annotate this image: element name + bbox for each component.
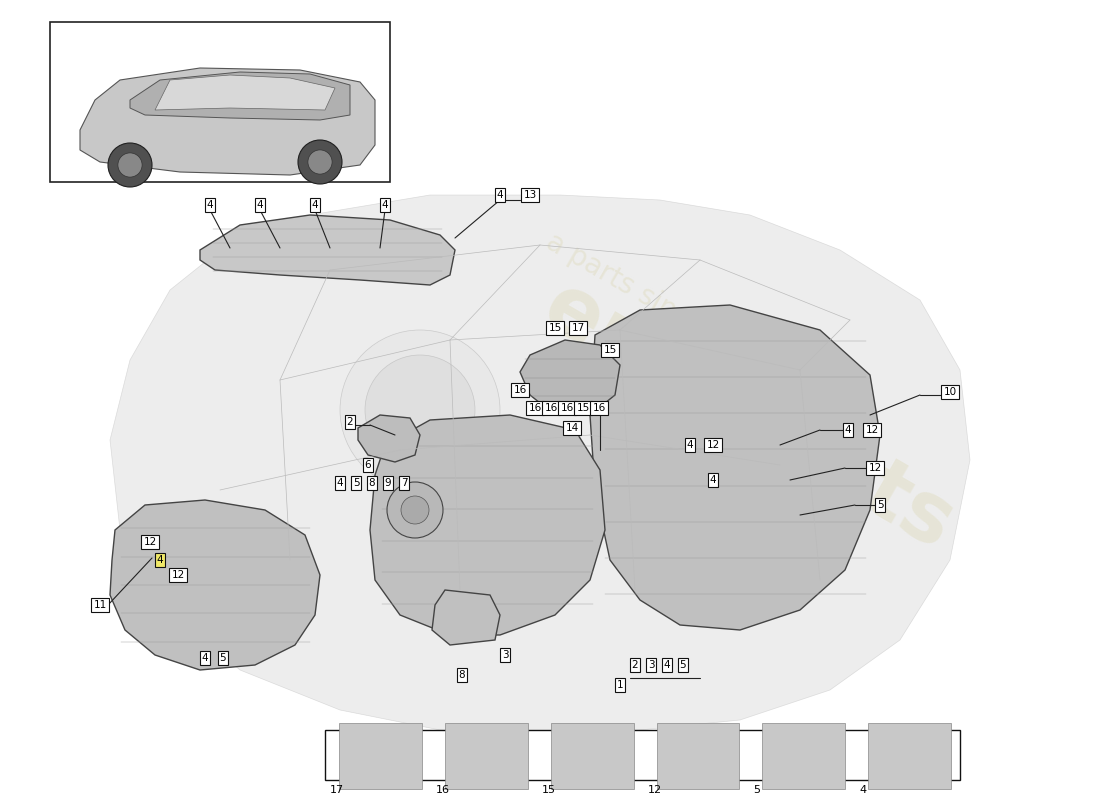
Text: 15: 15 [576, 403, 590, 413]
Polygon shape [590, 305, 880, 630]
FancyBboxPatch shape [657, 723, 739, 789]
Text: 3: 3 [502, 650, 508, 660]
FancyBboxPatch shape [339, 723, 421, 789]
Text: 4: 4 [710, 475, 716, 485]
Polygon shape [130, 72, 350, 120]
Polygon shape [110, 500, 320, 670]
Text: 6: 6 [365, 460, 372, 470]
Circle shape [387, 482, 443, 538]
Text: 17: 17 [571, 323, 584, 333]
Circle shape [298, 140, 342, 184]
Circle shape [340, 330, 500, 490]
Text: 14: 14 [565, 423, 579, 433]
Circle shape [308, 150, 332, 174]
Text: 12: 12 [143, 537, 156, 547]
Polygon shape [155, 75, 336, 110]
Text: europarts: europarts [528, 266, 968, 566]
Text: 16: 16 [544, 403, 558, 413]
Bar [324, 730, 960, 780]
Text: 11: 11 [94, 600, 107, 610]
Text: 16: 16 [514, 385, 527, 395]
Text: 4: 4 [686, 440, 693, 450]
Text: 5: 5 [754, 785, 760, 795]
Text: 4: 4 [207, 200, 213, 210]
Text: 4: 4 [256, 200, 263, 210]
Text: 9: 9 [385, 478, 392, 488]
Text: 8: 8 [368, 478, 375, 488]
Text: 12: 12 [868, 463, 881, 473]
FancyBboxPatch shape [762, 723, 845, 789]
Text: 16: 16 [593, 403, 606, 413]
Polygon shape [110, 195, 970, 735]
Polygon shape [80, 68, 375, 175]
Polygon shape [200, 215, 455, 285]
Circle shape [108, 143, 152, 187]
Text: 5: 5 [220, 653, 227, 663]
Text: 15: 15 [549, 323, 562, 333]
FancyBboxPatch shape [444, 723, 528, 789]
FancyBboxPatch shape [868, 723, 952, 789]
Text: 13: 13 [524, 190, 537, 200]
Text: 1: 1 [617, 680, 624, 690]
Text: 3: 3 [648, 660, 654, 670]
Text: a parts since 1985: a parts since 1985 [541, 227, 779, 381]
Polygon shape [520, 340, 620, 415]
Text: 12: 12 [172, 570, 185, 580]
Text: 5: 5 [353, 478, 360, 488]
Polygon shape [432, 590, 500, 645]
Circle shape [118, 153, 142, 177]
Circle shape [402, 496, 429, 524]
Polygon shape [358, 415, 420, 462]
Text: 4: 4 [859, 785, 867, 795]
Text: 17: 17 [330, 785, 344, 795]
Text: 4: 4 [663, 660, 670, 670]
Text: 4: 4 [497, 190, 504, 200]
Text: 4: 4 [337, 478, 343, 488]
Text: 4: 4 [156, 555, 163, 565]
Text: 4: 4 [201, 653, 208, 663]
Text: 2: 2 [631, 660, 638, 670]
Text: 8: 8 [459, 670, 465, 680]
Text: 15: 15 [604, 345, 617, 355]
Text: 7: 7 [400, 478, 407, 488]
Text: 5: 5 [680, 660, 686, 670]
Text: 4: 4 [311, 200, 318, 210]
Text: 5: 5 [877, 500, 883, 510]
Text: 4: 4 [845, 425, 851, 435]
Text: 16: 16 [436, 785, 450, 795]
Text: 2: 2 [346, 417, 353, 427]
Text: 4: 4 [382, 200, 388, 210]
Text: 12: 12 [648, 785, 661, 795]
Circle shape [365, 355, 475, 465]
Text: 12: 12 [866, 425, 879, 435]
Text: 15: 15 [541, 785, 556, 795]
Text: 10: 10 [944, 387, 957, 397]
FancyBboxPatch shape [551, 723, 634, 789]
Text: 16: 16 [560, 403, 573, 413]
Polygon shape [370, 415, 605, 635]
FancyBboxPatch shape [50, 22, 390, 182]
Text: 16: 16 [528, 403, 541, 413]
Text: 12: 12 [706, 440, 719, 450]
